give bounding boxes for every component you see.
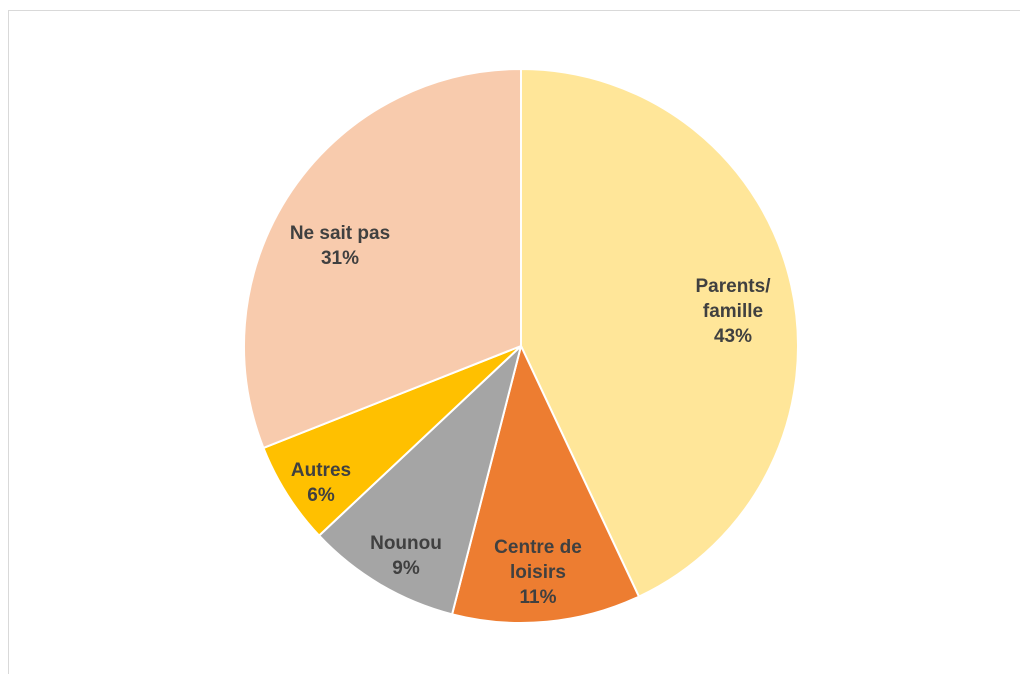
slice-label-2: Nounou 9% bbox=[370, 533, 442, 579]
slice-category-label: Parents/ bbox=[696, 276, 772, 297]
slice-category-label: famille bbox=[703, 301, 763, 322]
slice-label-3: Autres 6% bbox=[291, 460, 351, 506]
slice-value-label: 43% bbox=[714, 326, 752, 347]
slice-category-label: Autres bbox=[291, 460, 351, 481]
slice-category-label: Nounou bbox=[370, 533, 442, 554]
pie-slices bbox=[243, 68, 799, 624]
pie-slice-1 bbox=[451, 345, 640, 624]
pie-slice-0 bbox=[520, 68, 799, 598]
pie-slice-4 bbox=[243, 68, 522, 449]
slice-category-label: Ne sait pas bbox=[290, 223, 390, 244]
slice-category-label: Centre de bbox=[494, 537, 582, 558]
slice-value-label: 6% bbox=[307, 485, 335, 506]
slice-value-label: 11% bbox=[520, 587, 557, 608]
slice-label-4: Ne sait pas 31% bbox=[290, 223, 390, 269]
slice-label-0: Parents/famille 43% bbox=[696, 276, 772, 347]
slice-label-1: Centre de loisirs 11% bbox=[494, 537, 582, 608]
pie-slice-2 bbox=[318, 345, 522, 616]
slice-category-label: loisirs bbox=[510, 562, 566, 583]
slice-value-label: 31% bbox=[321, 248, 359, 269]
slice-value-label: 9% bbox=[392, 558, 420, 579]
slice-labels: Parents/famille 43% Centre de loisirs 11% Nou… bbox=[290, 223, 771, 608]
